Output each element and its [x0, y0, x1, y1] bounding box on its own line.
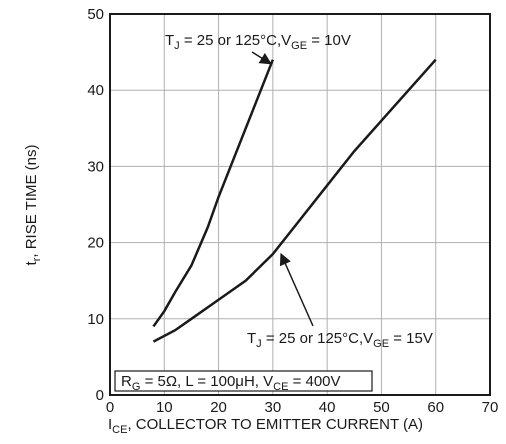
conditions-text: RG = 5Ω, L = 100μH, VCE = 400V	[121, 373, 341, 393]
subscript: GE	[373, 338, 389, 350]
x-tick-label: 50	[373, 399, 390, 416]
subscript: J	[256, 338, 262, 350]
x-tick-label: 0	[106, 399, 114, 416]
series-annotation: TJ = 25 or 125°C,VGE = 10V	[165, 32, 351, 52]
series-line	[152, 59, 275, 328]
subscript: G	[132, 381, 141, 393]
subscript: CE	[112, 424, 127, 436]
plot-frame	[109, 13, 491, 396]
subscript: CE	[273, 381, 288, 393]
y-tick-label: 40	[87, 82, 104, 99]
annotation-arrow	[279, 252, 314, 327]
text-part: I	[108, 416, 112, 433]
text-part: = 400V	[288, 373, 340, 390]
conditions-box	[114, 370, 373, 392]
subscript: r	[31, 257, 43, 261]
text-part: = 25 or 125°C,V	[262, 330, 373, 347]
text-part: T	[247, 330, 256, 347]
text-part: = 5Ω, L = 100μH, V	[140, 373, 273, 390]
y-tick-label: 30	[87, 158, 104, 175]
x-tick-label: 10	[156, 399, 173, 416]
x-tick-label: 70	[482, 399, 499, 416]
x-tick-label: 20	[210, 399, 227, 416]
text-part: R	[121, 373, 132, 390]
y-tick-label: 10	[87, 311, 104, 328]
x-tick-label: 30	[265, 399, 282, 416]
text-part: = 10V	[307, 32, 351, 49]
text-part: T	[165, 32, 174, 49]
x-tick-label: 40	[319, 399, 336, 416]
text-part: = 15V	[389, 330, 433, 347]
y-axis-label: tr, RISE TIME (ns)	[23, 145, 43, 266]
x-axis-label: ICE, COLLECTOR TO EMITTER CURRENT (A)	[108, 416, 423, 436]
subscript: GE	[291, 40, 307, 52]
x-tick-label: 60	[427, 399, 444, 416]
text-part: , RISE TIME (ns)	[23, 145, 40, 258]
y-tick-label: 0	[96, 387, 104, 404]
subscript: J	[174, 40, 180, 52]
text-part: = 25 or 125°C,V	[180, 32, 291, 49]
series-line	[152, 58, 437, 343]
annotation-arrow	[251, 51, 272, 65]
y-tick-label: 50	[87, 6, 104, 23]
text-part: , COLLECTOR TO EMITTER CURRENT (A)	[127, 416, 423, 433]
y-tick-label: 20	[87, 235, 104, 252]
series-annotation: TJ = 25 or 125°C,VGE = 15V	[247, 330, 433, 350]
text-part: t	[23, 260, 40, 265]
